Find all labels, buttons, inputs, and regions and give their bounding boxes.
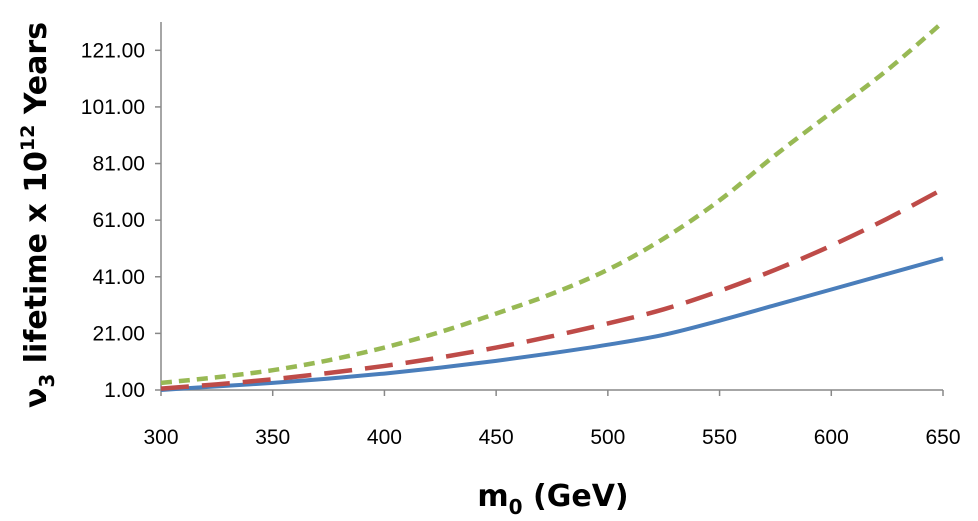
x-axis-title-subscript: 0 — [509, 495, 523, 519]
y-axis-title-symbol: ν — [19, 388, 54, 408]
series-layer — [160, 20, 945, 392]
y-axis-title-exponent: 12 — [17, 125, 39, 151]
x-axis-title: m0 (GeV) — [477, 479, 628, 519]
y-axis-ticks: 1.00 21.00 41.00 61.00 81.00 101.00 121.00 — [81, 39, 161, 402]
series-line-short-dash — [160, 20, 945, 386]
y-tick-label: 101.00 — [81, 96, 145, 119]
y-axis-title-middle: lifetime x 10 — [19, 151, 54, 374]
x-tick-label: 350 — [255, 426, 290, 449]
x-tick-label: 300 — [143, 426, 178, 449]
y-axis-title-unit: Years — [19, 22, 54, 125]
x-tick-label: 600 — [814, 426, 849, 449]
x-axis-ticks: 300 350 400 450 500 550 600 650 — [143, 390, 961, 449]
y-tick-label: 81.00 — [92, 153, 145, 176]
y-tick-label: 61.00 — [92, 209, 145, 232]
y-axis-title-symbol-subscript: 3 — [35, 374, 59, 388]
x-tick-label: 450 — [479, 426, 514, 449]
x-tick-label: 550 — [702, 426, 737, 449]
series-line-solid — [160, 256, 944, 392]
y-tick-label: 21.00 — [92, 322, 145, 345]
axes — [160, 22, 943, 391]
x-tick-label: 400 — [367, 426, 402, 449]
y-tick-label: 1.00 — [104, 379, 145, 402]
y-tick-label: 121.00 — [81, 39, 145, 62]
x-axis-title-main: m — [477, 479, 508, 514]
series-line-long-dash — [160, 187, 945, 391]
x-tick-label: 500 — [590, 426, 625, 449]
x-axis-title-rest: (GeV) — [523, 479, 629, 514]
y-axis-title: ν3 lifetime x 1012 Years — [17, 22, 59, 408]
y-tick-label: 41.00 — [92, 266, 145, 289]
x-tick-label: 650 — [925, 426, 960, 449]
